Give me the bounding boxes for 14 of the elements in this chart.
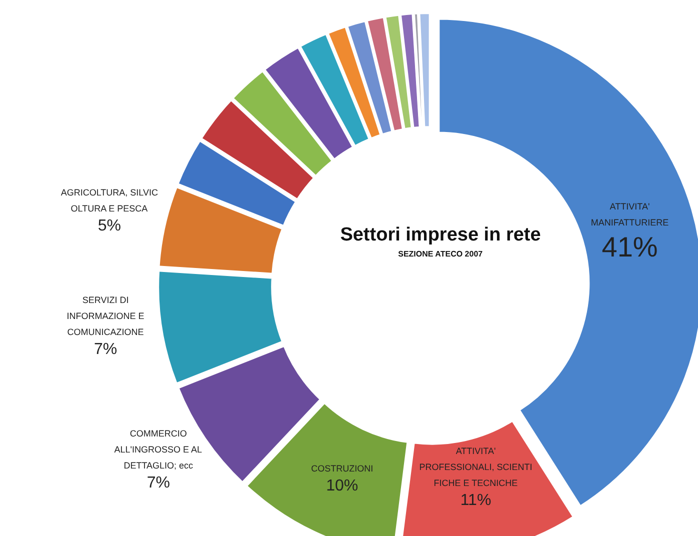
slice-label: COSTRUZIONI <box>311 463 374 474</box>
slice-label: ATTIVITA' PROFESSIONALI, SCIENTI FICHE E TECNICHE <box>419 446 532 488</box>
data-label: 7% <box>146 474 170 492</box>
slice-label: COMMERCIO ALL'INGROSSO E AL DETTAGLIO; ecc <box>114 428 202 470</box>
text: Settori imprese in rete <box>340 224 541 246</box>
data-label: 5% <box>98 218 121 235</box>
text: SEZIONE ATECO 2007 <box>398 250 484 258</box>
data-label: 10% <box>326 477 358 494</box>
data-label: 41% <box>602 232 658 263</box>
data-label: 11% <box>460 492 492 510</box>
slice-label: AGRICOLTURA, SILVIC OLTURA E PESCA <box>60 188 159 214</box>
slice-label: ATTIVITA' MANIFATTURIERE <box>590 202 669 228</box>
slice-label: SERVIZI DI INFORMAZIONE E COMUNICAZIONE <box>66 294 144 337</box>
data-label: 7% <box>94 340 118 358</box>
